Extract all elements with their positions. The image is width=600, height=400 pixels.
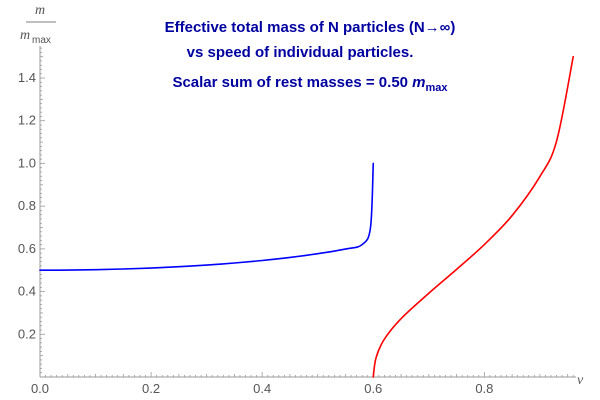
x-tick-label: 0.0	[31, 381, 49, 396]
y-tick-label: 1.2	[18, 113, 36, 128]
x-tick-label: 0.6	[364, 381, 382, 396]
x-tick-label: 0.8	[475, 381, 493, 396]
y-axis-label-denominator: m	[20, 28, 30, 43]
y-tick-label: 1.0	[18, 155, 36, 170]
title-line-3-text: Scalar sum of rest masses = 0.50	[172, 74, 412, 91]
tick-labels: 0.0 0.2 0.4 0.6 0.8 0.2 0.4 0.6 0.8 1.0 1.2 1.4	[18, 70, 493, 396]
y-tick-label: 1.4	[18, 70, 36, 85]
y-axis-label-numerator: m	[35, 3, 45, 18]
title-line-1: Effective total mass of N particles (N→∞…	[165, 19, 456, 36]
y-tick-label: 0.8	[18, 198, 36, 213]
tick-marks	[40, 48, 573, 377]
y-axis-label: m m max	[20, 3, 56, 46]
axes	[40, 46, 576, 377]
title-line-2: vs speed of individual particles.	[187, 44, 414, 61]
y-tick-label: 0.4	[18, 284, 36, 299]
y-tick-label: 0.2	[18, 326, 36, 341]
title-line-3-symbol: m	[412, 74, 425, 91]
series-line-2	[373, 57, 573, 377]
chart-title: Effective total mass of N particles (N→∞…	[165, 19, 456, 94]
y-tick-label: 0.6	[18, 241, 36, 256]
y-axis-label-denominator-sub: max	[32, 35, 51, 46]
series-layer	[40, 57, 573, 377]
series-line-1	[40, 163, 373, 270]
x-axis-label: v	[577, 373, 584, 388]
title-line-3-sub: max	[426, 82, 449, 94]
x-tick-label: 0.4	[253, 381, 271, 396]
title-line-3: Scalar sum of rest masses = 0.50 mmax	[172, 74, 448, 94]
x-tick-label: 0.2	[142, 381, 160, 396]
